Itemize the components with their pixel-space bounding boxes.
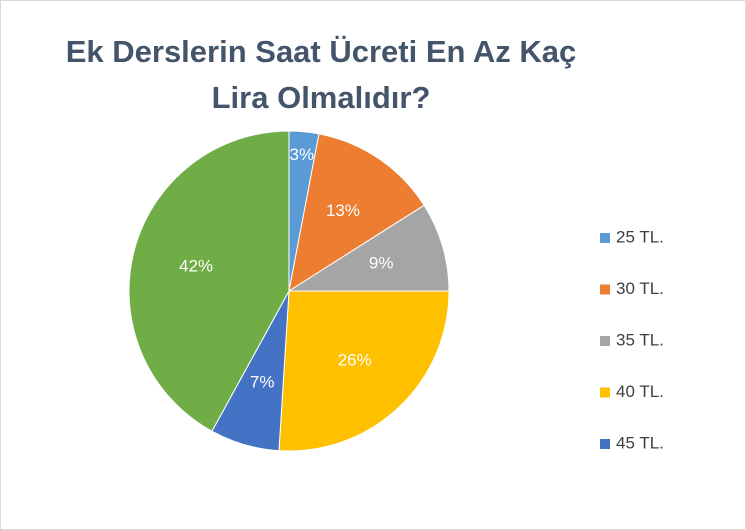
pie-slice xyxy=(278,290,450,452)
chart-title: Ek Derslerin Saat Ücreti En Az Kaç Lira … xyxy=(65,34,577,115)
pie-slice xyxy=(128,130,290,432)
pie-slice xyxy=(288,133,425,293)
legend-label: 30 TL. xyxy=(616,279,664,298)
pie-slice xyxy=(287,204,450,292)
slice-label: 13% xyxy=(326,201,360,220)
legend-marker xyxy=(600,439,610,449)
slice-label: 9% xyxy=(369,254,394,273)
legend-marker xyxy=(600,336,610,346)
legend-marker xyxy=(600,233,610,243)
slice-label: 26% xyxy=(338,350,372,369)
legend-label: 45 TL. xyxy=(616,433,664,452)
legend-label: 25 TL. xyxy=(616,227,664,246)
slice-label: 7% xyxy=(250,373,275,392)
legend-label: 35 TL. xyxy=(616,330,664,349)
legend-marker xyxy=(600,387,610,398)
slice-label: 3% xyxy=(290,145,315,164)
legend-label: 40 TL. xyxy=(616,382,664,401)
slice-label: 42% xyxy=(179,257,213,276)
legend-marker xyxy=(600,284,610,295)
